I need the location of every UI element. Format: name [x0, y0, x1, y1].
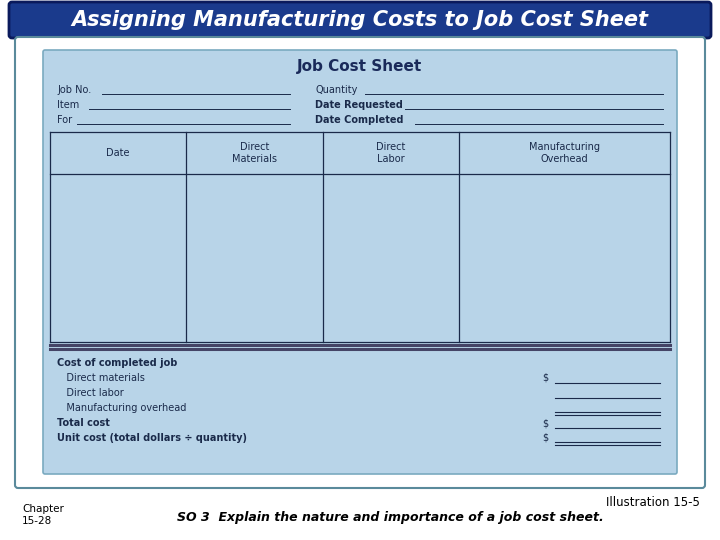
- Text: Chapter
15-28: Chapter 15-28: [22, 504, 64, 526]
- Text: Quantity: Quantity: [315, 85, 357, 95]
- Text: For: For: [57, 115, 72, 125]
- Text: Manufacturing
Overhead: Manufacturing Overhead: [529, 142, 600, 164]
- Text: Unit cost (total dollars ÷ quantity): Unit cost (total dollars ÷ quantity): [57, 433, 247, 443]
- Text: Illustration 15-5: Illustration 15-5: [606, 496, 700, 509]
- FancyBboxPatch shape: [43, 50, 677, 474]
- Text: Date: Date: [107, 148, 130, 158]
- Text: Direct
Materials: Direct Materials: [232, 142, 277, 164]
- Text: Direct materials: Direct materials: [57, 373, 145, 383]
- Text: Assigning Manufacturing Costs to Job Cost Sheet: Assigning Manufacturing Costs to Job Cos…: [71, 10, 649, 30]
- Text: Date Completed: Date Completed: [315, 115, 403, 125]
- Text: Date Requested: Date Requested: [315, 100, 403, 110]
- Text: Job No.: Job No.: [57, 85, 91, 95]
- Text: Direct labor: Direct labor: [57, 388, 124, 398]
- Text: $: $: [542, 433, 548, 443]
- Text: $: $: [542, 373, 548, 383]
- Text: $: $: [542, 418, 548, 428]
- Text: SO 3  Explain the nature and importance of a job cost sheet.: SO 3 Explain the nature and importance o…: [176, 511, 603, 524]
- Text: Direct
Labor: Direct Labor: [377, 142, 405, 164]
- FancyBboxPatch shape: [15, 37, 705, 488]
- Text: Item: Item: [57, 100, 79, 110]
- Text: Cost of completed job: Cost of completed job: [57, 358, 177, 368]
- Text: Manufacturing overhead: Manufacturing overhead: [57, 403, 186, 413]
- Text: Job Cost Sheet: Job Cost Sheet: [297, 58, 423, 73]
- Text: Total cost: Total cost: [57, 418, 110, 428]
- FancyBboxPatch shape: [9, 2, 711, 38]
